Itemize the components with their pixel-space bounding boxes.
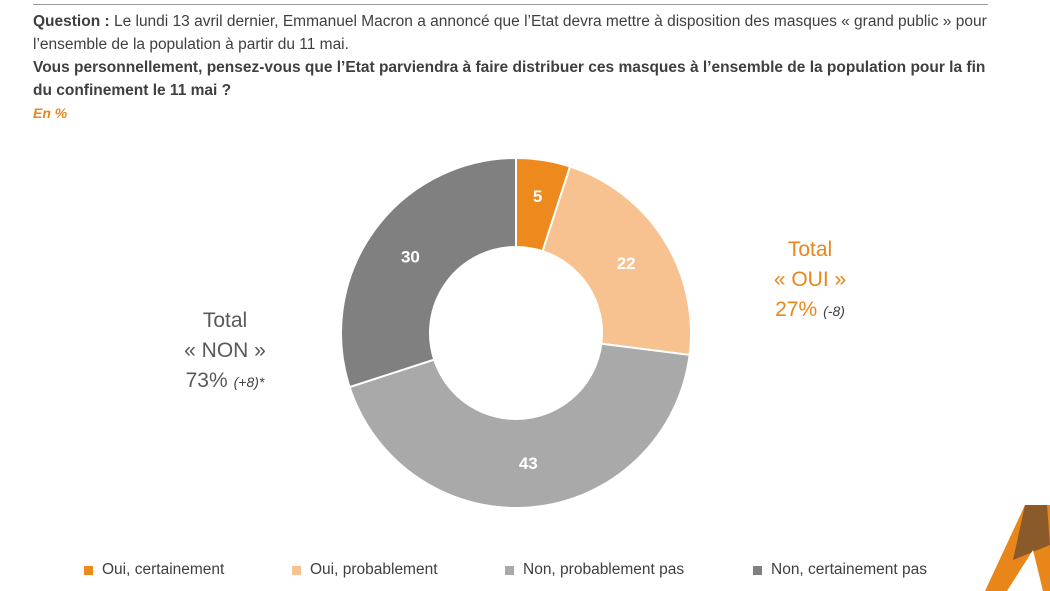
total-oui-value: 27% [775,298,818,321]
legend-label-oui-probablement: Oui, probablement [310,561,438,578]
question-block: Question : Le lundi 13 avril dernier, Em… [33,10,993,125]
donut-label-oui-certainement: 5 [533,187,542,206]
legend-swatch-oui-certainement [84,565,93,575]
legend-label-non-probablement-pas: Non, probablement pas [523,561,685,578]
top-divider [33,4,988,5]
total-oui-label: « OUI » [773,268,847,291]
donut-label-oui-probablement: 22 [617,254,636,273]
total-non-label: « NON » [184,339,266,362]
brand-logo-icon [985,505,1050,591]
chart-legend: Oui, certainement Oui, probablement Non,… [0,561,1050,581]
total-non-value-row: 73% (+8)* [150,366,300,397]
total-oui: Total « OUI » 27% (-8) [735,235,885,326]
unit-label: En % [33,105,68,121]
legend-swatch-non-probablement-pas [505,565,514,575]
legend-item-non-probablement-pas: Non, probablement pas [505,561,684,579]
legend-item-oui-certainement: Oui, certainement [84,561,224,579]
donut-slices [340,156,692,509]
question-line1: Le lundi 13 avril dernier, Emmanuel Macr… [33,13,987,53]
donut-slice-non-certainement-pas [340,156,517,389]
legend-label-oui-certainement: Oui, certainement [102,561,225,578]
legend-item-non-certainement-pas: Non, certainement pas [753,561,927,579]
donut-slice-non-probablement-pas [348,342,691,509]
donut-label-non-probablement-pas: 43 [519,454,538,473]
total-oui-value-row: 27% (-8) [735,295,885,326]
question-intro: Question : Le lundi 13 avril dernier, Em… [33,10,993,56]
total-non-value: 73% [185,369,228,392]
legend-item-oui-probablement: Oui, probablement [292,561,438,579]
donut-label-non-certainement-pas: 30 [401,247,420,266]
legend-swatch-non-certainement-pas [753,565,762,575]
total-oui-title: Total [787,238,833,261]
question-line2: Vous personnellement, pensez-vous que l’… [33,59,986,99]
question-prefix: Question : [33,13,110,30]
total-oui-delta: (-8) [823,303,845,319]
legend-swatch-oui-probablement [292,565,301,575]
total-non-title: Total [202,309,248,332]
total-non-delta: (+8)* [233,374,265,390]
legend-label-non-certainement-pas: Non, certainement pas [771,561,927,578]
donut-slice-oui-probablement [541,165,692,357]
total-non: Total « NON » 73% (+8)* [150,306,300,397]
donut-labels: 5 22 43 30 [401,187,636,473]
